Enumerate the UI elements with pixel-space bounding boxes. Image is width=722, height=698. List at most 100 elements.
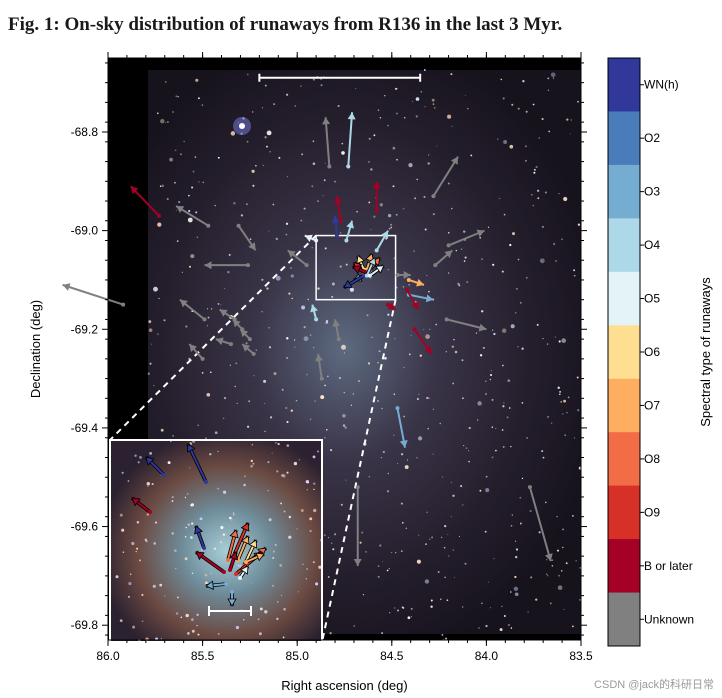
arrow-head <box>352 265 362 274</box>
runaway-arrow <box>188 343 205 361</box>
star <box>119 513 123 517</box>
star <box>204 581 208 585</box>
star <box>424 106 426 108</box>
star <box>570 119 573 121</box>
star <box>165 122 167 124</box>
arrow-head <box>240 535 250 545</box>
star <box>447 231 450 234</box>
star <box>283 510 286 513</box>
star <box>285 233 288 236</box>
star <box>403 415 405 418</box>
star <box>460 248 463 250</box>
star <box>549 602 552 605</box>
star <box>485 488 490 493</box>
x-tick-label: 84.5 <box>380 649 404 663</box>
arrow-origin <box>314 317 319 322</box>
arrow-origin <box>226 558 230 562</box>
star-field <box>147 69 581 640</box>
star <box>379 544 382 547</box>
star <box>507 624 510 626</box>
star <box>432 213 435 216</box>
star <box>385 237 388 240</box>
star <box>217 302 220 305</box>
star <box>175 95 178 98</box>
colorbar-segment <box>608 485 640 540</box>
star <box>524 159 527 162</box>
star <box>401 606 404 608</box>
arrow-shaft <box>528 486 552 562</box>
star <box>159 185 162 187</box>
star <box>293 461 298 466</box>
star <box>187 632 190 635</box>
star <box>450 73 453 76</box>
star <box>535 165 538 169</box>
star <box>382 450 385 454</box>
star <box>312 347 315 349</box>
star <box>251 111 254 113</box>
star <box>272 550 275 553</box>
star <box>499 197 501 200</box>
star <box>326 429 328 431</box>
star <box>551 565 554 567</box>
runaway-arrow <box>433 249 453 268</box>
star <box>532 204 535 207</box>
star <box>210 572 212 575</box>
arrow-origin <box>346 164 351 169</box>
star <box>400 502 403 505</box>
star <box>510 524 513 527</box>
star <box>272 584 275 587</box>
star <box>546 573 548 575</box>
star <box>514 540 517 542</box>
star <box>306 568 308 570</box>
star <box>294 105 296 107</box>
star <box>387 472 390 475</box>
star <box>189 467 191 469</box>
colorbar-segment <box>608 432 640 487</box>
arrow-origin <box>412 327 417 332</box>
arrow-head <box>204 261 212 270</box>
arrow-origin <box>314 238 319 243</box>
star <box>172 434 174 437</box>
star <box>402 285 405 288</box>
arrow-origin <box>336 337 341 342</box>
star <box>213 547 217 550</box>
arrow-origin <box>202 546 206 550</box>
arrow-head <box>425 294 434 303</box>
star <box>191 572 194 574</box>
runaway-arrow <box>304 234 319 243</box>
arrow-origin <box>334 233 339 238</box>
arrow-head <box>334 196 342 204</box>
arrow-head <box>205 580 214 590</box>
star <box>507 379 511 383</box>
star <box>220 304 222 306</box>
star <box>324 247 327 250</box>
star <box>526 437 528 439</box>
star <box>157 333 159 335</box>
runaway-arrow <box>129 185 162 218</box>
arrow-origin <box>361 273 366 278</box>
arrow-origin <box>202 317 207 322</box>
star <box>555 260 557 262</box>
star <box>306 373 308 376</box>
runaway-arrow <box>228 551 239 572</box>
star <box>190 503 195 507</box>
star <box>214 204 216 207</box>
arrow-head <box>131 497 141 507</box>
star <box>134 454 137 457</box>
star <box>291 297 293 300</box>
star <box>573 274 576 277</box>
arrow-origin <box>404 287 409 292</box>
star <box>410 616 412 618</box>
star <box>533 168 536 171</box>
star <box>357 380 361 383</box>
star <box>563 196 568 202</box>
star <box>452 494 455 497</box>
star <box>353 625 355 627</box>
star <box>198 181 200 183</box>
colorbar-segment <box>608 592 640 647</box>
colorbar-segment <box>608 271 640 326</box>
star <box>228 253 231 256</box>
star <box>288 535 292 539</box>
star <box>509 144 514 149</box>
